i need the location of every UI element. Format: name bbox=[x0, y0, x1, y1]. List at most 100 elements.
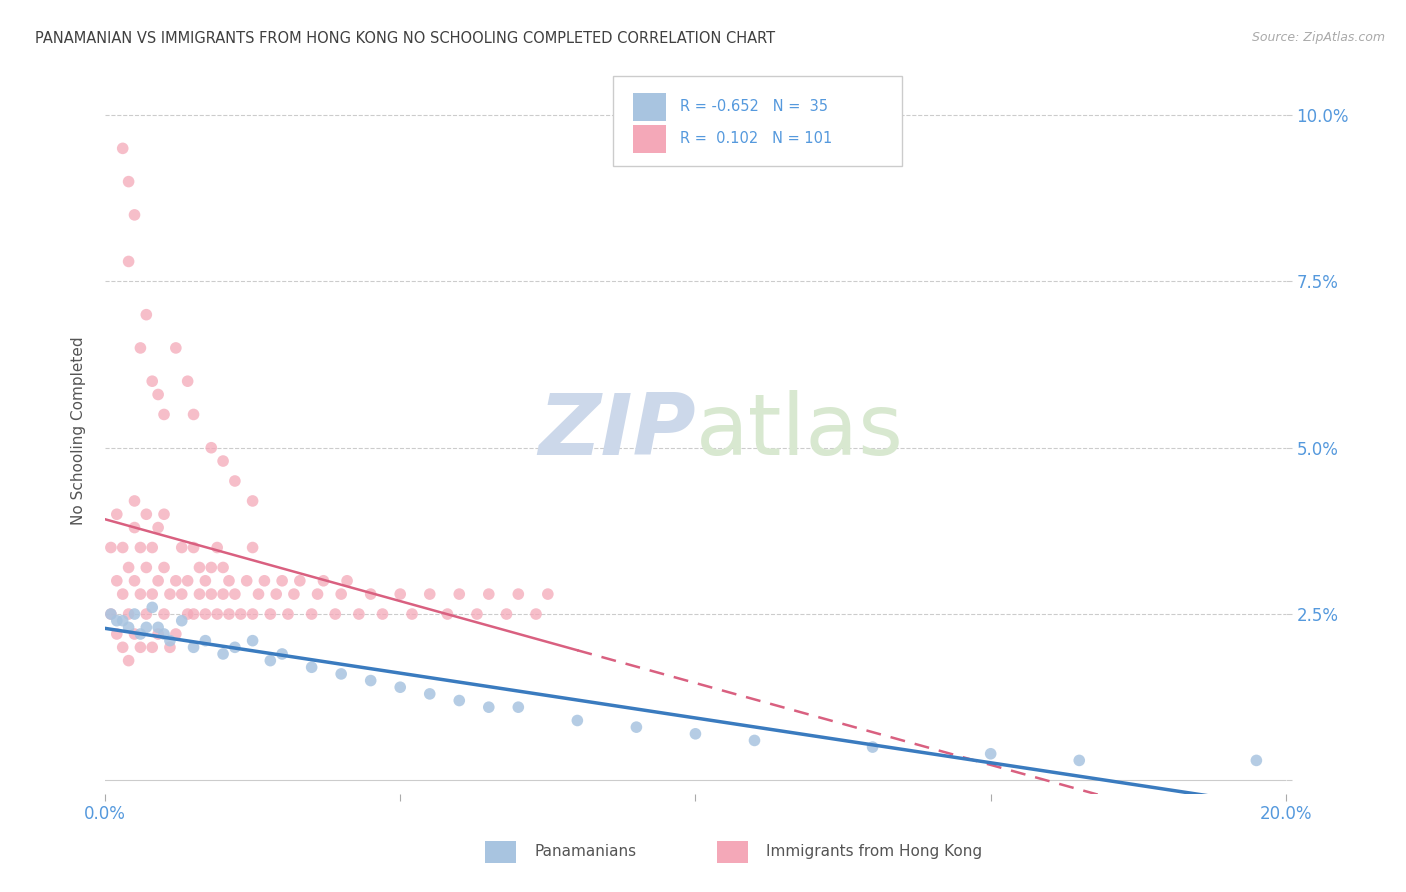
Point bbox=[117, 560, 139, 574]
Point bbox=[862, 740, 884, 755]
Point bbox=[336, 574, 359, 588]
Point bbox=[124, 494, 146, 508]
Point bbox=[323, 607, 346, 621]
FancyBboxPatch shape bbox=[633, 93, 666, 120]
Point bbox=[301, 660, 323, 674]
Point bbox=[229, 607, 252, 621]
Point bbox=[165, 627, 187, 641]
Point bbox=[508, 700, 530, 714]
Point bbox=[360, 587, 382, 601]
Point bbox=[271, 574, 294, 588]
Point bbox=[419, 687, 441, 701]
Point bbox=[436, 607, 458, 621]
Point bbox=[170, 587, 193, 601]
Point bbox=[146, 387, 169, 401]
Point bbox=[242, 633, 264, 648]
Point bbox=[389, 680, 412, 694]
Point bbox=[111, 614, 134, 628]
Point bbox=[389, 587, 412, 601]
Point bbox=[347, 607, 370, 621]
Point bbox=[129, 627, 152, 641]
Point bbox=[449, 693, 471, 707]
Point bbox=[105, 614, 128, 628]
Point bbox=[242, 494, 264, 508]
Point bbox=[170, 614, 193, 628]
Point bbox=[264, 587, 287, 601]
Point bbox=[129, 541, 152, 555]
Point bbox=[419, 587, 441, 601]
Point bbox=[200, 560, 222, 574]
Point bbox=[135, 508, 157, 522]
Point bbox=[495, 607, 517, 621]
Point bbox=[242, 607, 264, 621]
Point bbox=[117, 620, 139, 634]
Point bbox=[685, 727, 707, 741]
Point bbox=[478, 587, 501, 601]
Text: Immigrants from Hong Kong: Immigrants from Hong Kong bbox=[766, 845, 983, 859]
Point bbox=[242, 541, 264, 555]
Point bbox=[312, 574, 335, 588]
Point bbox=[1246, 753, 1268, 767]
Point bbox=[159, 633, 181, 648]
Point bbox=[100, 607, 122, 621]
Point bbox=[247, 587, 270, 601]
Text: ZIP: ZIP bbox=[538, 390, 696, 473]
Text: Panamanians: Panamanians bbox=[534, 845, 637, 859]
Point bbox=[218, 607, 240, 621]
Point bbox=[117, 254, 139, 268]
Point bbox=[253, 574, 276, 588]
Point bbox=[205, 541, 228, 555]
Point bbox=[980, 747, 1002, 761]
Point bbox=[153, 560, 176, 574]
Point bbox=[117, 175, 139, 189]
Point bbox=[277, 607, 299, 621]
Point bbox=[307, 587, 329, 601]
Point bbox=[200, 587, 222, 601]
Point bbox=[135, 607, 157, 621]
Point bbox=[224, 474, 246, 488]
Point bbox=[194, 574, 217, 588]
Point bbox=[117, 654, 139, 668]
Point bbox=[165, 341, 187, 355]
Point bbox=[100, 541, 122, 555]
Point bbox=[141, 541, 163, 555]
Point bbox=[224, 587, 246, 601]
Point bbox=[111, 640, 134, 655]
Point bbox=[176, 607, 198, 621]
Point bbox=[401, 607, 423, 621]
Point bbox=[124, 607, 146, 621]
Point bbox=[301, 607, 323, 621]
Point bbox=[478, 700, 501, 714]
Point bbox=[188, 587, 211, 601]
Point bbox=[159, 640, 181, 655]
Point bbox=[176, 374, 198, 388]
Point bbox=[567, 714, 589, 728]
Point bbox=[288, 574, 311, 588]
Point bbox=[135, 620, 157, 634]
Point bbox=[194, 633, 217, 648]
Point bbox=[111, 141, 134, 155]
Point bbox=[360, 673, 382, 688]
Y-axis label: No Schooling Completed: No Schooling Completed bbox=[72, 337, 86, 525]
Point bbox=[135, 560, 157, 574]
Point bbox=[105, 508, 128, 522]
Text: atlas: atlas bbox=[696, 390, 904, 473]
Point bbox=[146, 620, 169, 634]
Point bbox=[124, 574, 146, 588]
Text: R =  0.102   N = 101: R = 0.102 N = 101 bbox=[681, 131, 832, 146]
Point bbox=[124, 208, 146, 222]
Point bbox=[159, 587, 181, 601]
Point bbox=[259, 607, 281, 621]
Point bbox=[141, 600, 163, 615]
Point bbox=[141, 587, 163, 601]
Point bbox=[135, 308, 157, 322]
Text: R = -0.652   N =  35: R = -0.652 N = 35 bbox=[681, 99, 828, 114]
Point bbox=[1069, 753, 1091, 767]
Point bbox=[105, 574, 128, 588]
Point bbox=[449, 587, 471, 601]
Point bbox=[465, 607, 488, 621]
Point bbox=[508, 587, 530, 601]
FancyBboxPatch shape bbox=[613, 76, 903, 167]
Point bbox=[183, 408, 205, 422]
Point bbox=[141, 374, 163, 388]
